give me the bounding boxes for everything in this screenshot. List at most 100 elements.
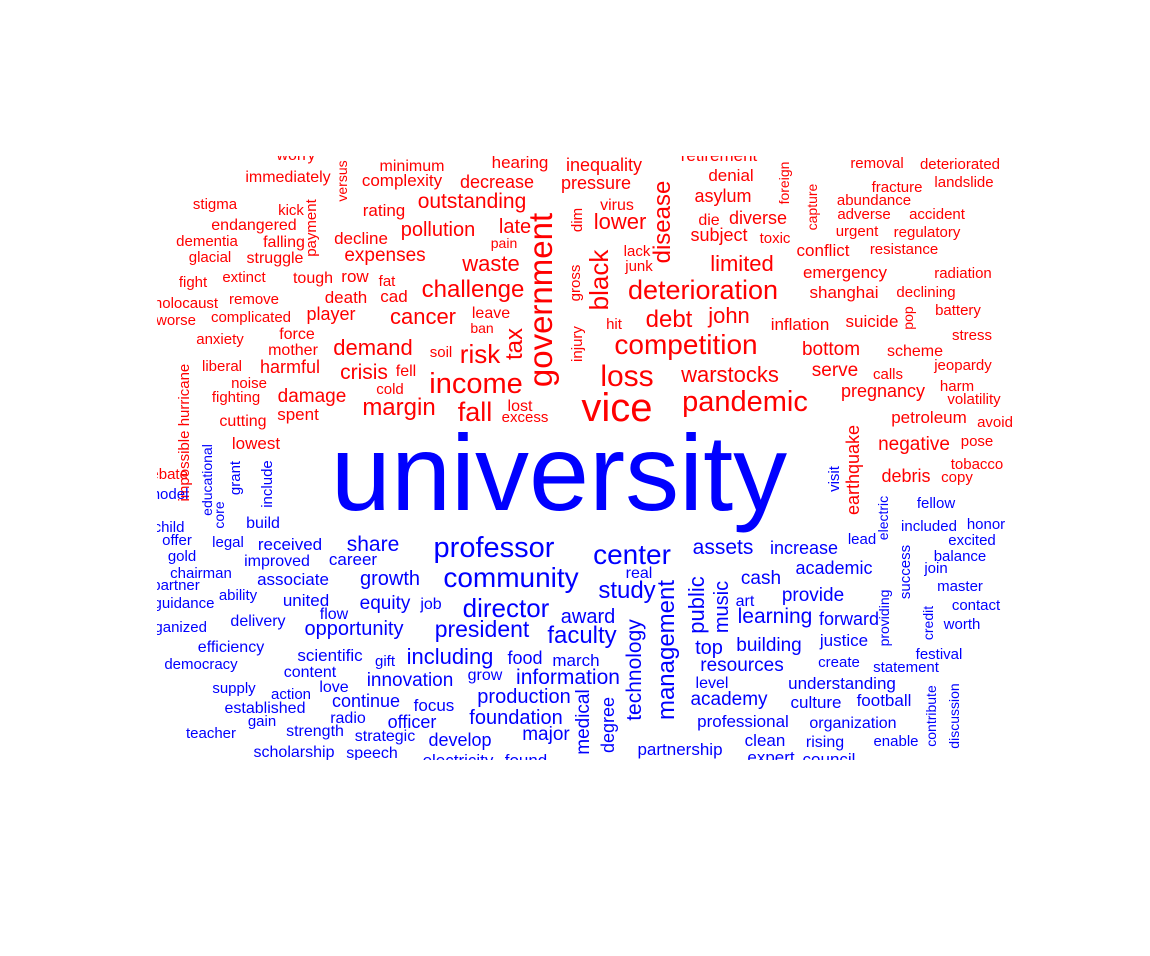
cloud-word-lower: lower — [594, 209, 647, 234]
cloud-word-innovation: innovation — [367, 670, 454, 691]
cloud-word-council: council — [803, 750, 856, 769]
cloud-word-death: death — [325, 288, 368, 307]
cloud-word-landslide: landslide — [934, 174, 993, 191]
cloud-word-build: build — [246, 515, 280, 532]
cloud-word-food: food — [507, 648, 542, 668]
cloud-word-content: content — [284, 664, 337, 681]
cloud-word-join: join — [923, 560, 947, 577]
cloud-word-music: music — [711, 581, 733, 633]
cloud-word-suicide: suicide — [846, 312, 899, 331]
cloud-word-included: included — [901, 518, 957, 535]
cloud-word-scientific: scientific — [297, 646, 363, 665]
cloud-word-information: information — [516, 666, 620, 689]
cloud-word-guidance: guidance — [154, 595, 215, 612]
cloud-word-strength: strength — [286, 723, 344, 740]
cloud-word-earthquake: earthquake — [843, 425, 863, 515]
cloud-word-asylum: asylum — [694, 186, 751, 206]
cloud-word-received: received — [258, 535, 322, 554]
cloud-word-margin: margin — [362, 394, 435, 421]
cloud-word-art: art — [736, 593, 755, 610]
cloud-word-income: income — [429, 368, 523, 400]
cloud-word-visit: visit — [826, 465, 843, 492]
cloud-word-grant: grant — [227, 460, 244, 495]
cloud-word-minimum: minimum — [380, 158, 445, 175]
cloud-word-ban: ban — [470, 320, 493, 336]
cloud-word-force: force — [279, 326, 315, 343]
cloud-word-complicated: complicated — [211, 309, 291, 326]
cloud-word-abundance: abundance — [837, 192, 911, 209]
cloud-word-university: university — [331, 412, 787, 533]
cloud-word-action: action — [271, 686, 311, 703]
cloud-word-officer: officer — [388, 712, 437, 732]
cloud-word-diverse: diverse — [729, 208, 787, 228]
cloud-word-row: row — [341, 267, 369, 286]
cloud-word-include: include — [259, 460, 276, 508]
cloud-word-competition: competition — [614, 329, 757, 360]
cloud-word-learning: learning — [738, 605, 813, 628]
cloud-word-dementia: dementia — [176, 233, 238, 250]
cloud-word-provide: provide — [782, 585, 844, 606]
cloud-word-model: model — [148, 486, 189, 503]
cloud-word-focus: focus — [414, 696, 455, 715]
cloud-word-electricity: electricity — [423, 751, 494, 770]
cloud-word-professor: professor — [434, 532, 555, 564]
cloud-word-democracy: democracy — [164, 656, 238, 673]
cloud-word-waste: waste — [461, 251, 519, 276]
cloud-word-inequality: inequality — [566, 155, 642, 175]
cloud-word-cad: cad — [380, 287, 407, 306]
cloud-word-associate: associate — [257, 570, 329, 589]
cloud-word-debate: debate — [142, 466, 188, 483]
cloud-word-glacial: glacial — [189, 249, 232, 266]
cloud-word-lack: lack — [624, 243, 651, 260]
cloud-word-center: center — [593, 539, 671, 570]
cloud-word-toxic: toxic — [760, 230, 791, 247]
cloud-word-spent: spent — [277, 405, 319, 424]
cloud-word-conflict: conflict — [797, 241, 850, 260]
cloud-word-cancer: cancer — [390, 304, 456, 329]
cloud-word-volatility: volatility — [947, 391, 1001, 408]
cloud-word-impossible: impossible — [176, 431, 193, 502]
cloud-word-grow: grow — [468, 667, 503, 684]
cloud-word-continue: continue — [332, 691, 400, 711]
cloud-word-vice: vice — [581, 386, 652, 430]
cloud-word-struggle: struggle — [247, 250, 304, 267]
cloud-word-tax: tax — [501, 328, 528, 360]
cloud-word-opportunity: opportunity — [305, 618, 404, 640]
cloud-word-challenge: challenge — [422, 276, 525, 303]
cloud-word-crisis: crisis — [340, 361, 388, 384]
cloud-word-anxiety: anxiety — [196, 331, 244, 348]
cloud-word-offer: offer — [162, 532, 192, 549]
cloud-word-fall: fall — [458, 397, 493, 427]
cloud-word-including: including — [407, 644, 494, 669]
cloud-word-united: united — [283, 591, 329, 610]
cloud-word-payment: payment — [303, 198, 320, 256]
cloud-word-balance: balance — [934, 548, 987, 565]
cloud-word-ability: ability — [219, 587, 258, 604]
cloud-word-legal: legal — [212, 534, 244, 551]
cloud-word-partner: partner — [152, 577, 200, 594]
cloud-word-excited: excited — [948, 532, 996, 549]
cloud-word-established: established — [225, 700, 306, 717]
cloud-word-providing: providing — [876, 590, 892, 647]
cloud-word-radio: radio — [330, 710, 366, 727]
cloud-word-teacher: teacher — [186, 725, 236, 742]
cloud-word-core: core — [211, 501, 227, 528]
cloud-word-complexity: complexity — [362, 171, 443, 190]
cloud-word-love: love — [319, 679, 348, 696]
cloud-word-john: john — [707, 303, 750, 328]
cloud-word-pandemic: pandemic — [682, 386, 808, 418]
cloud-word-educational: educational — [199, 444, 215, 516]
cloud-word-speech: speech — [346, 745, 398, 762]
cloud-word-debris: debris — [881, 466, 930, 486]
cloud-word-jeopardy: jeopardy — [933, 357, 992, 374]
cloud-word-football: football — [857, 691, 912, 710]
cloud-word-pressure: pressure — [561, 173, 631, 193]
cloud-word-expert: expert — [747, 748, 795, 767]
cloud-word-discussion: discussion — [946, 683, 962, 748]
cloud-word-negative: negative — [878, 434, 950, 455]
cloud-word-removal: removal — [850, 155, 903, 172]
cloud-word-rising: rising — [806, 734, 844, 751]
cloud-word-limited: limited — [710, 251, 774, 276]
cloud-word-scheme: scheme — [887, 343, 943, 360]
